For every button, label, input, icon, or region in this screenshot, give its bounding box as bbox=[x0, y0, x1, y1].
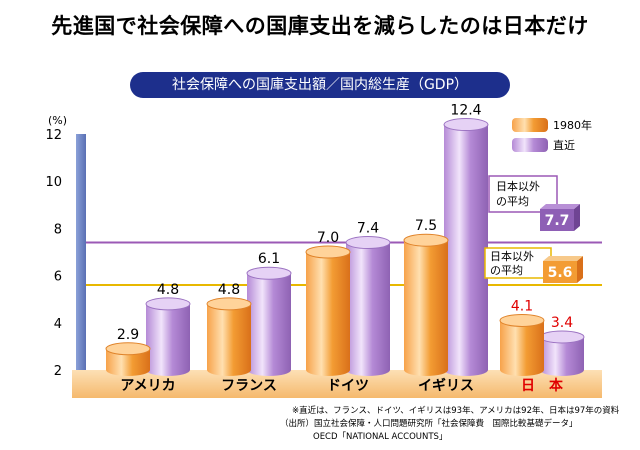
data-label: 7.4 bbox=[357, 221, 379, 237]
x-category-label: ドイツ bbox=[327, 378, 369, 394]
bar-1980 bbox=[206, 297, 252, 376]
x-category-label: アメリカ bbox=[120, 378, 175, 394]
bar-recent bbox=[443, 118, 489, 376]
data-label: 2.9 bbox=[117, 327, 139, 343]
x-category-label: 日 本 bbox=[521, 377, 564, 394]
data-label: 4.8 bbox=[218, 282, 240, 298]
bar-recent bbox=[539, 330, 585, 376]
data-label: 12.4 bbox=[450, 103, 481, 119]
y-tick-label: 6 bbox=[54, 270, 62, 285]
bar-1980 bbox=[499, 313, 545, 376]
callout-text: 日本以外 bbox=[496, 179, 540, 193]
data-label: 3.4 bbox=[551, 315, 573, 331]
y-tick-label: 10 bbox=[45, 175, 62, 190]
reference-value-label: 5.6 bbox=[548, 265, 573, 281]
y-axis-unit: (%) bbox=[48, 114, 67, 127]
y-tick-label: 8 bbox=[54, 222, 62, 237]
bar-1980 bbox=[105, 342, 151, 376]
y-tick-label: 2 bbox=[54, 364, 62, 379]
data-label: 4.1 bbox=[511, 298, 533, 314]
y-tick-label: 4 bbox=[54, 317, 62, 332]
legend-label-recent: 直近 bbox=[553, 138, 575, 152]
data-label: 4.8 bbox=[157, 282, 179, 298]
legend: 1980年 直近 bbox=[512, 118, 592, 152]
callout-text: の平均 bbox=[496, 195, 529, 208]
reference-callout-yellow: 日本以外 の平均 5.6 bbox=[484, 247, 583, 283]
data-label: 6.1 bbox=[258, 251, 280, 267]
y-axis-band bbox=[76, 134, 86, 370]
legend-swatch-recent bbox=[512, 138, 548, 152]
bar-1980 bbox=[403, 233, 449, 376]
source-note: OECD「NATIONAL ACCOUNTS」 bbox=[313, 432, 448, 442]
bar-1980 bbox=[305, 245, 351, 376]
legend-swatch-1980 bbox=[512, 118, 548, 132]
bar-recent bbox=[345, 236, 391, 376]
footnote: ※直近は、フランス、ドイツ、イギリスは93年、アメリカは92年、日本は97年の資… bbox=[292, 406, 620, 416]
main-title: 先進国で社会保障への国庫支出を減らしたのは日本だけ bbox=[51, 14, 589, 38]
data-label: 7.0 bbox=[317, 230, 339, 246]
bar-recent bbox=[246, 266, 292, 376]
chart-subtitle: 社会保障への国庫支出額／国内総生産（GDP） bbox=[130, 72, 510, 98]
callout-text: の平均 bbox=[490, 264, 523, 277]
x-category-label: イギリス bbox=[418, 377, 474, 394]
reference-value-label: 7.7 bbox=[545, 213, 570, 229]
x-category-label: フランス bbox=[221, 378, 277, 394]
bar-recent bbox=[145, 297, 191, 376]
callout-text: 日本以外 bbox=[490, 249, 534, 263]
data-label: 7.5 bbox=[415, 218, 437, 234]
source-note: （出所）国立社会保障・人口問題研究所「社会保障費 国際比較基礎データ」 bbox=[280, 419, 578, 429]
reference-callout-purple: 日本以外 の平均 7.7 bbox=[488, 175, 580, 231]
y-tick-label: 12 bbox=[45, 128, 62, 143]
legend-label-1980: 1980年 bbox=[553, 118, 592, 132]
